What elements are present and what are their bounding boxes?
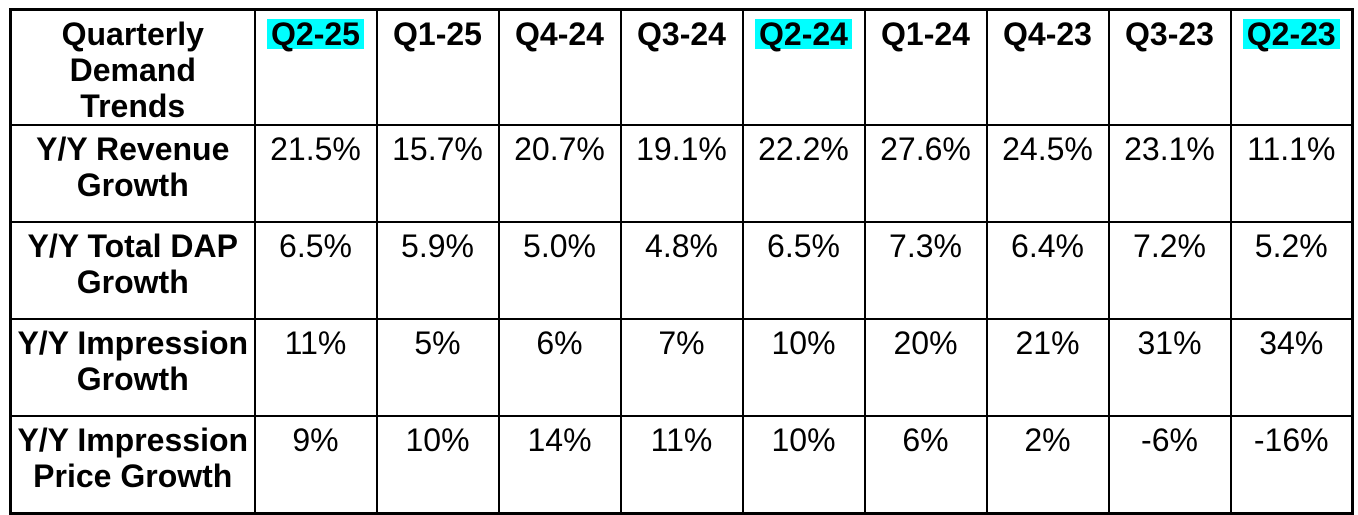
column-header-label: Q4-24 [515,16,604,52]
column-header-label: Q1-24 [881,16,970,52]
row-label: Y/Y Total DAP Growth [9,221,256,320]
data-cell: 20% [863,318,988,417]
column-header-label: Q3-23 [1125,16,1214,52]
data-cell: 14% [497,415,622,514]
data-cell: 15.7% [375,124,500,223]
header-row: Quarterly Demand Trends Q2-25 Q1-25 Q4-2… [9,8,1354,126]
row-label: Y/Y Impression Price Growth [9,415,256,514]
data-cell: 2% [985,415,1110,514]
column-header: Q1-24 [863,8,988,126]
table-title-cell: Quarterly Demand Trends [9,8,256,126]
data-cell: 5.0% [497,221,622,320]
table-row: Y/Y Impression Growth 11% 5% 6% 7% 10% 2… [9,318,1354,417]
data-cell: 27.6% [863,124,988,223]
data-cell: 10% [375,415,500,514]
column-header: Q3-23 [1107,8,1232,126]
column-header-label: Q4-23 [1003,16,1092,52]
column-header-label: Q3-24 [637,16,726,52]
data-cell: 19.1% [619,124,744,223]
column-header: Q2-25 [253,8,378,126]
data-cell: -16% [1229,415,1354,514]
column-header-label: Q1-25 [393,16,482,52]
column-header: Q3-24 [619,8,744,126]
row-label: Y/Y Impression Growth [9,318,256,417]
data-cell: 20.7% [497,124,622,223]
data-cell: 5% [375,318,500,417]
data-cell: 23.1% [1107,124,1232,223]
column-header: Q1-25 [375,8,500,126]
data-cell: 7.3% [863,221,988,320]
column-header: Q2-24 [741,8,866,126]
data-cell: 5.9% [375,221,500,320]
table-row: Y/Y Total DAP Growth 6.5% 5.9% 5.0% 4.8%… [9,221,1354,320]
data-cell: 31% [1107,318,1232,417]
data-cell: 6.5% [253,221,378,320]
data-cell: 7% [619,318,744,417]
column-header-label: Q2-23 [1242,18,1340,50]
data-cell: 11% [253,318,378,417]
table-row: Y/Y Impression Price Growth 9% 10% 14% 1… [9,415,1354,514]
data-cell: 11.1% [1229,124,1354,223]
data-cell: 9% [253,415,378,514]
data-cell: 10% [741,415,866,514]
data-cell: 22.2% [741,124,866,223]
data-cell: 7.2% [1107,221,1232,320]
row-label: Y/Y Revenue Growth [9,124,256,223]
data-cell: 6.5% [741,221,866,320]
data-cell: 5.2% [1229,221,1354,320]
column-header: Q4-24 [497,8,622,126]
quarterly-demand-trends-table: Quarterly Demand Trends Q2-25 Q1-25 Q4-2… [9,8,1354,515]
data-cell: 6.4% [985,221,1110,320]
data-cell: 6% [497,318,622,417]
column-header: Q2-23 [1229,8,1354,126]
column-header: Q4-23 [985,8,1110,126]
data-cell: 21% [985,318,1110,417]
data-cell: 34% [1229,318,1354,417]
data-cell: 21.5% [253,124,378,223]
table-row: Y/Y Revenue Growth 21.5% 15.7% 20.7% 19.… [9,124,1354,223]
data-cell: 11% [619,415,744,514]
data-cell: 6% [863,415,988,514]
column-header-label: Q2-24 [755,18,852,50]
data-cell: -6% [1107,415,1232,514]
data-cell: 24.5% [985,124,1110,223]
data-cell: 10% [741,318,866,417]
data-cell: 4.8% [619,221,744,320]
column-header-label: Q2-25 [267,18,364,50]
